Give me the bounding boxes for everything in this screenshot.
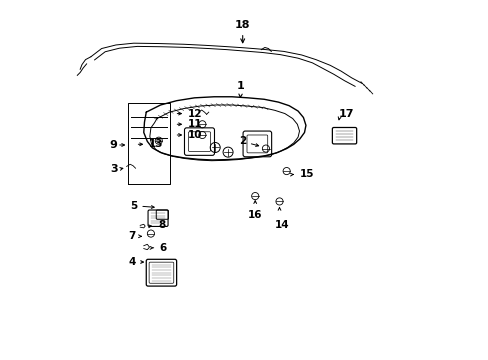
- Text: 16: 16: [247, 210, 262, 220]
- Text: 1: 1: [237, 81, 244, 98]
- Text: 5: 5: [130, 201, 154, 211]
- Text: 2: 2: [238, 136, 258, 147]
- Text: 11: 11: [177, 119, 202, 129]
- Text: 18: 18: [234, 20, 250, 43]
- Text: 4: 4: [128, 257, 143, 267]
- Text: 9: 9: [110, 140, 118, 150]
- Text: 10: 10: [177, 130, 202, 140]
- Text: 17: 17: [338, 109, 354, 119]
- Text: 13: 13: [138, 139, 163, 149]
- Text: 6: 6: [150, 243, 166, 252]
- Text: 3: 3: [111, 164, 118, 174]
- Text: 8: 8: [148, 220, 165, 230]
- Text: 15: 15: [290, 168, 314, 179]
- Text: 12: 12: [177, 109, 202, 118]
- Text: 7: 7: [128, 231, 141, 241]
- Text: 14: 14: [274, 220, 289, 230]
